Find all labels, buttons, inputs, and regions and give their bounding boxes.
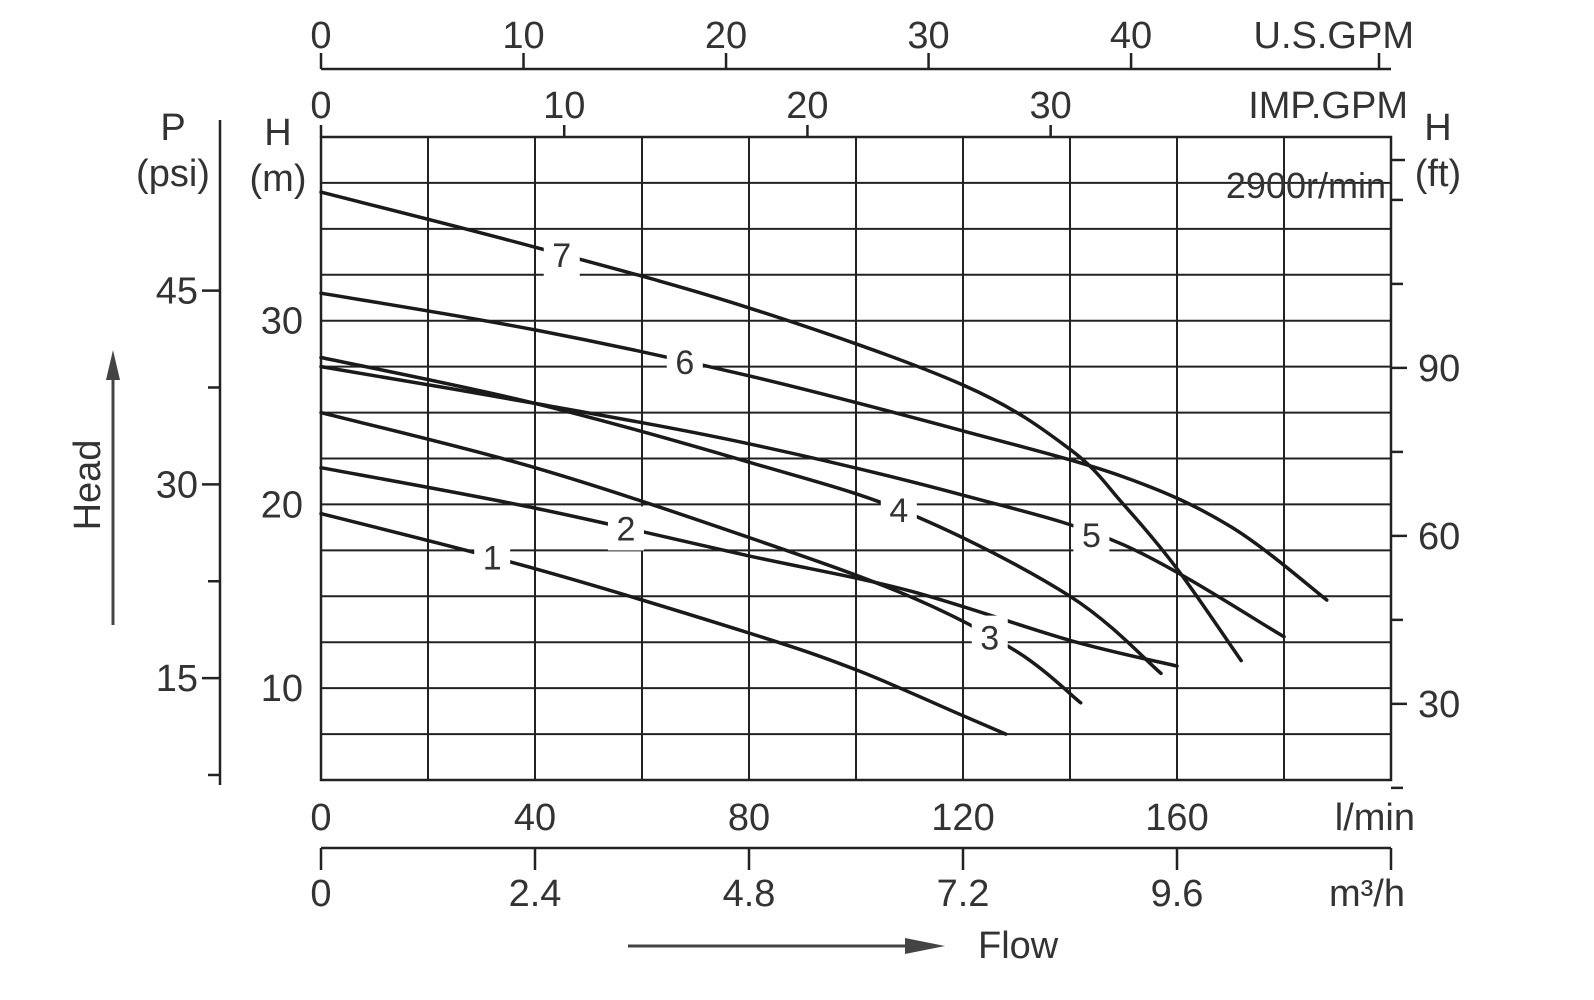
m3h-tick-label: 2.4 — [509, 873, 562, 915]
y-tick-label: 30 — [261, 301, 303, 343]
impgpm-unit-label: IMP.GPM — [1248, 85, 1408, 127]
head-arrow-icon — [106, 350, 120, 380]
curves: 1 2 3 4 5 6 7 — [319, 190, 1329, 736]
curve-label-7: 7 — [552, 237, 571, 275]
speed-label: 2900r/min — [1226, 165, 1386, 206]
x-axis-title: Flow — [978, 925, 1059, 967]
psi-tick-label: 15 — [156, 658, 198, 700]
plot-frame — [319, 135, 1393, 782]
curve-label-5: 5 — [1082, 517, 1101, 555]
ft-tick-label: 90 — [1418, 348, 1460, 390]
y-tick-label: 10 — [261, 668, 303, 710]
impgpm-tick-label: 0 — [310, 85, 331, 127]
curve-label-bg — [880, 488, 917, 533]
ft-tick-label: 30 — [1418, 684, 1460, 726]
curve-label-bg — [543, 232, 580, 277]
curve-6 — [319, 291, 1329, 602]
m3h-tick-label: 4.8 — [723, 873, 776, 915]
curve-4 — [319, 355, 1163, 676]
x-tick-label: 0 — [310, 797, 331, 839]
curve-label-2: 2 — [616, 510, 635, 548]
m3h-unit-label: m³/h — [1329, 873, 1405, 915]
usgpm-tick-label: 40 — [1110, 15, 1152, 57]
curve-label-1: 1 — [483, 540, 502, 578]
impgpm-tick-label: 20 — [786, 85, 828, 127]
m3h-tick-label: 9.6 — [1151, 873, 1204, 915]
m3h-tick-label: 0 — [310, 873, 331, 915]
curve-1 — [319, 511, 1008, 736]
axes — [106, 53, 1407, 954]
curve-7 — [319, 190, 1243, 663]
x-tick-label: 40 — [514, 797, 556, 839]
impgpm-tick-label: 30 — [1030, 85, 1072, 127]
curve-label-bg — [474, 535, 511, 580]
usgpm-tick-label: 10 — [502, 15, 544, 57]
ft-unit-label: H (ft) — [1415, 107, 1461, 195]
curve-label-3: 3 — [980, 620, 999, 658]
usgpm-unit-label: U.S.GPM — [1254, 15, 1414, 57]
curve-label-bg — [1073, 512, 1110, 557]
usgpm-tick-label: 20 — [705, 15, 747, 57]
curve-label-4: 4 — [889, 492, 908, 530]
psi-tick-label: 30 — [156, 464, 198, 506]
impgpm-tick-label: 10 — [543, 85, 585, 127]
x-unit-label: l/min — [1335, 797, 1415, 839]
usgpm-tick-label: 30 — [907, 15, 949, 57]
curve-label-bg — [971, 615, 1008, 660]
psi-tick-label: 45 — [156, 271, 198, 313]
x-tick-label: 80 — [728, 797, 770, 839]
y-axis-title: Head — [67, 440, 109, 531]
m3h-tick-label: 7.2 — [937, 873, 990, 915]
curve-label-bg — [607, 506, 644, 551]
y-unit-label: H (m) — [250, 112, 307, 200]
flow-arrow-icon — [905, 938, 945, 954]
curve-5 — [319, 364, 1286, 639]
usgpm-tick-label: 0 — [310, 15, 331, 57]
y-tick-label: 20 — [261, 484, 303, 526]
curve-label-bg — [666, 340, 703, 385]
psi-unit-label: P (psi) — [136, 107, 210, 195]
x-tick-label: 120 — [931, 797, 994, 839]
ft-tick-label: 60 — [1418, 516, 1460, 558]
curve-label-6: 6 — [675, 344, 694, 382]
curve-2 — [319, 465, 1179, 668]
curve-3 — [319, 410, 1083, 705]
x-tick-label: 160 — [1145, 797, 1208, 839]
